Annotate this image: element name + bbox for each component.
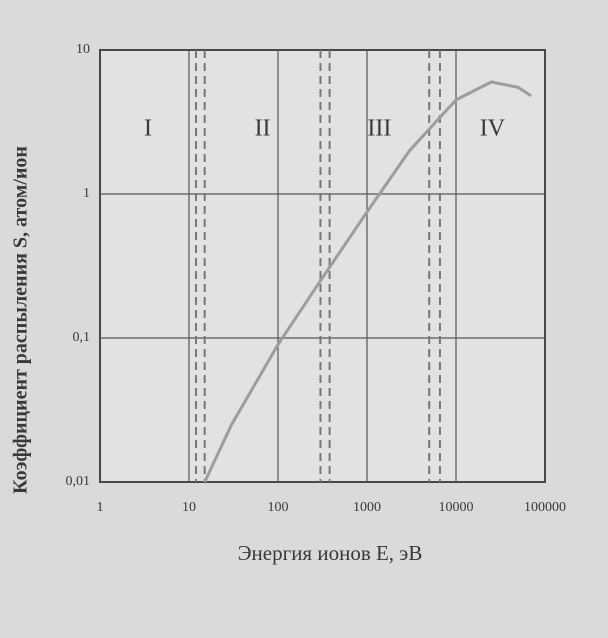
region-label: I: [144, 116, 152, 142]
x-tick-label: 10: [182, 500, 196, 515]
region-label: II: [255, 116, 271, 142]
x-tick-label: 100000: [524, 500, 566, 515]
x-axis-title: Энергия ионов E, эВ: [238, 541, 423, 565]
y-axis-title: Коэффициент распыления S, атом/ион: [10, 146, 32, 494]
x-tick-label: 1: [97, 500, 104, 515]
y-tick-label: 10: [76, 42, 90, 57]
x-tick-label: 100: [268, 500, 289, 515]
x-tick-label: 1000: [353, 500, 381, 515]
y-tick-label: 0,1: [73, 330, 91, 345]
region-label: III: [367, 116, 391, 142]
plot-area: [99, 49, 546, 483]
y-tick-label: 1: [83, 186, 90, 201]
y-tick-label: 0,01: [66, 474, 91, 489]
data-line: [203, 80, 533, 483]
region-label: IV: [480, 116, 506, 142]
x-tick-label: 10000: [439, 500, 474, 515]
